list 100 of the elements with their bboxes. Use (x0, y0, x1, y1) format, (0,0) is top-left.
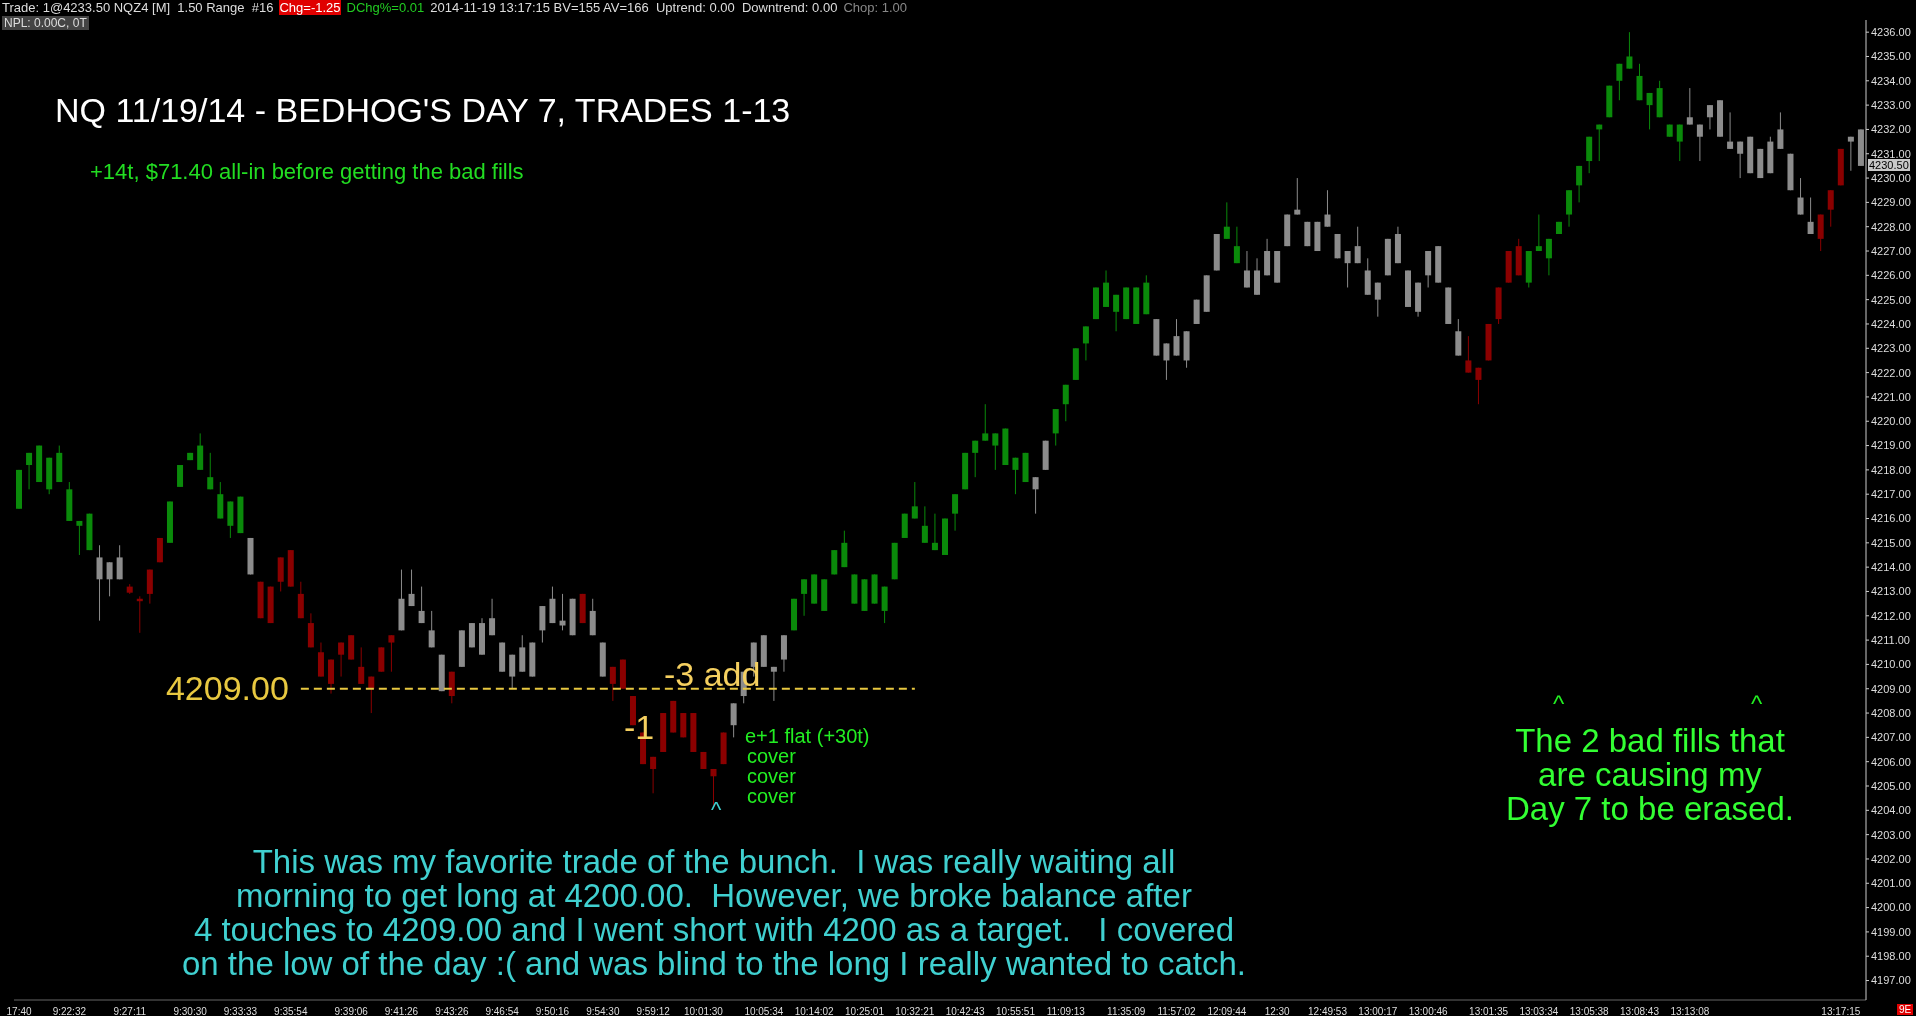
y-tick-label: 4233.00 (1871, 99, 1911, 112)
x-tick-label: 13:13:08 (1670, 1006, 1710, 1016)
x-tick-label: 12:09:44 (1207, 1006, 1247, 1016)
x-tick-label: 13:05:38 (1569, 1006, 1610, 1016)
x-tick-label: 9:35:54 (274, 1006, 308, 1016)
candlestick (1847, 136, 1854, 172)
candlestick (1354, 226, 1361, 264)
y-tick-label: 4204.00 (1871, 804, 1911, 817)
candlestick (1727, 111, 1734, 150)
text: 2014-11-19 13:17:15 BV=155 AV=166 Uptrend: 0.00 Downtrend: 0.00 (430, 0, 838, 15)
y-tick-label: 4198.00 (1871, 950, 1911, 963)
x-tick-label: 9:33:33 (223, 1006, 258, 1016)
y-tick-label: 4216.00 (1871, 512, 1911, 525)
y-tick-label: 4236.00 (1871, 26, 1911, 39)
y-tick-label: 4213.00 (1871, 585, 1911, 598)
y-tick-label: 4205.00 (1871, 779, 1911, 792)
x-tick-label: 13:00:17 (1358, 1006, 1398, 1016)
x-tick-label: 12:30 (1264, 1006, 1291, 1016)
y-tick-label: 4212.00 (1871, 609, 1911, 622)
y-tick-label: 4206.00 (1871, 755, 1911, 768)
candlestick (76, 520, 83, 556)
candlestick (730, 702, 737, 738)
candlestick (1344, 250, 1351, 288)
x-tick-label: 13:03:34 (1519, 1006, 1559, 1016)
annotation: ^ (711, 797, 722, 823)
text: NQ 11/19/14 - BEDHOG'S DAY 7, TRADES 1-13 (55, 91, 791, 130)
y-tick-label: 4218.00 (1871, 463, 1911, 476)
x-tick-label: 9:43:26 (435, 1006, 469, 1016)
y-tick-label: 4210.00 (1871, 658, 1911, 671)
y-tick-label: 4203.00 (1871, 828, 1911, 841)
y-tick-label: 4230.00 (1871, 171, 1911, 184)
candlestick (921, 505, 928, 544)
candlestick (1706, 104, 1713, 130)
y-tick-label: 4202.00 (1871, 852, 1911, 865)
y-tick-label: 4219.00 (1871, 439, 1911, 452)
y-tick-label: 4197.00 (1871, 974, 1911, 987)
y-tick-label: 4207.00 (1871, 731, 1911, 744)
y-tick-label: 4214.00 (1871, 561, 1911, 574)
annotation: +14t, $71.40 all-in before getting the bad fills (90, 159, 524, 185)
y-tick-label: 4220.00 (1871, 415, 1911, 428)
candlestick (931, 513, 938, 551)
candlestick (992, 432, 999, 471)
candlestick (1294, 177, 1301, 216)
y-tick-label: 4231.00 (1871, 147, 1911, 160)
text: Trade: 1@4233.50 NQZ4 [M] 1.50 Range #16 (2, 0, 274, 15)
x-tick-label: 12:49:53 (1308, 1006, 1348, 1016)
x-tick-label: 9:54:30 (586, 1006, 620, 1016)
y-tick-label: 4200.00 (1871, 901, 1911, 914)
y-tick-label: 4211.00 (1871, 634, 1910, 646)
candlestick (509, 654, 516, 690)
candlestick (1374, 282, 1381, 318)
text: Chg=-1.25 (279, 0, 341, 15)
candlestick (1032, 476, 1039, 515)
candlestick (207, 452, 214, 490)
candlestick (1082, 325, 1089, 361)
y-tick-label: 4221.00 (1871, 390, 1911, 403)
x-tick-label: 13:08:43 (1620, 1006, 1660, 1016)
annotation: The 2 bad fills that are causing my Day 7 to be erased. (1505, 722, 1794, 827)
candlestick (1545, 238, 1552, 276)
candlestick (801, 578, 808, 617)
candlestick (116, 544, 123, 580)
x-tick-label: 10:25:01 (845, 1006, 885, 1016)
ref-line-label: 4209.00 (165, 668, 289, 707)
annotation: e+1 flat (+30t) (745, 725, 870, 748)
candlestick (1737, 141, 1744, 179)
candlestick (96, 544, 103, 622)
y-tick-label: 4227.00 (1871, 244, 1911, 257)
candlestick (368, 676, 375, 714)
candlestick (1686, 87, 1693, 126)
x-tick-label: 13:00:46 (1408, 1006, 1449, 1016)
text: 9E (1897, 1004, 1914, 1015)
candlestick (1676, 124, 1683, 162)
x-tick-label: 11:09:13 (1046, 1006, 1086, 1016)
x-tick-label: 11:35:09 (1107, 1006, 1146, 1016)
text: 4230.50 (1868, 159, 1910, 171)
candlestick (428, 610, 435, 648)
candlestick (650, 756, 657, 794)
candlestick (358, 646, 365, 685)
candlestick (1012, 457, 1019, 495)
x-tick-label: 9:30:30 (173, 1006, 208, 1016)
x-tick-label: 9:50:16 (535, 1006, 570, 1016)
x-tick-label: 9:22:32 (52, 1006, 87, 1016)
candlestick (1807, 197, 1814, 235)
x-tick-label: 13:17:15 (1821, 1006, 1861, 1016)
x-tick-label: 9:46:54 (485, 1006, 520, 1016)
y-tick-label: 4217.00 (1871, 488, 1911, 501)
y-tick-label: 4201.00 (1871, 877, 1911, 890)
candlestick (388, 634, 395, 673)
candlestick (982, 403, 989, 442)
text: Chop: 1.00 (843, 0, 907, 15)
annotation: This was my favorite trade of the bunch. I was really waiting all morning to get long at 4200.00. However, we broke balance after 4 touches to 4209.00 and I went short with 4200 as a target. I covered on the low of the day :( and was blind to the long I really wanted to catch. (181, 843, 1247, 982)
x-tick-label: 9:39:06 (334, 1006, 369, 1016)
x-tick-label: 17:40 (6, 1006, 32, 1016)
x-tick-label: 10:32:21 (895, 1006, 935, 1016)
annotation: ^ (1553, 690, 1565, 718)
annotation: cover (747, 745, 796, 768)
candlestick (489, 598, 496, 636)
annotation: -3 add (664, 655, 761, 694)
y-tick-label: 4209.00 (1871, 682, 1911, 695)
y-tick-label: 4234.00 (1871, 74, 1911, 87)
